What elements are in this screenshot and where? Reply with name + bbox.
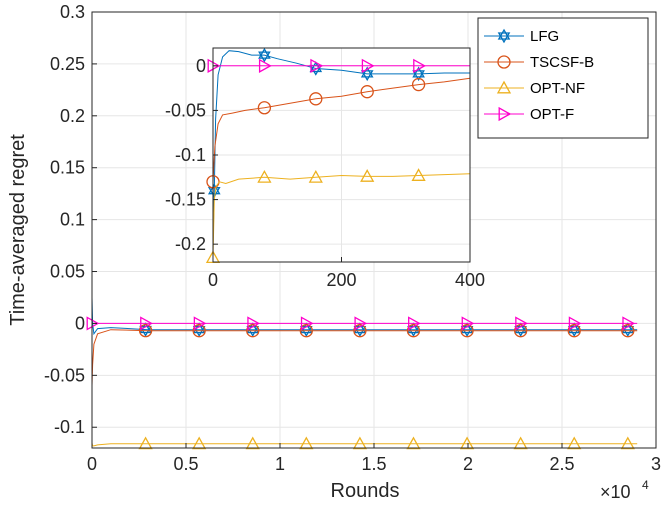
- main-series-opt-f-marker: [568, 316, 582, 331]
- main-y-tick-label: -0.1: [54, 417, 85, 437]
- inset-y-tick-label: -0.15: [165, 190, 206, 210]
- inset-series-tscsf-b-line: [212, 77, 471, 182]
- main-series-opt-f-marker: [408, 316, 421, 331]
- inset-x-tick-label: 200: [326, 270, 356, 290]
- main-y-tick-label: -0.05: [44, 365, 85, 385]
- x-axis-label: Rounds: [331, 480, 400, 502]
- inset-series-opt-nf-marker: [411, 168, 426, 181]
- main-x-tick-label: 0.5: [173, 454, 198, 474]
- main-series-opt-f-marker: [622, 316, 636, 331]
- main-x-tick-label: 0: [87, 454, 97, 474]
- legend-opt-nf-label: OPT-NF: [530, 80, 585, 97]
- legend-opt-f-marker: [498, 106, 512, 122]
- inset-axes: 0 200 400 -0.2 -0.15 -0.1 -0.05 0: [165, 47, 485, 290]
- main-series-opt-f-marker: [140, 316, 153, 331]
- main-ticks: 0 0.5 1 1.5 2 2.5 3 -0.1 -0.05 0 0.05 0.1 0.15 0.2 0.2…: [44, 2, 661, 474]
- inset-series-opt-nf-marker: [257, 169, 272, 183]
- main-series-opt-f-marker: [515, 316, 528, 331]
- main-series-opt-f-marker: [300, 316, 314, 331]
- inset-series-lfg-marker: [258, 47, 271, 63]
- legend: LFG TSCSF-B OPT-NF OPT-F: [477, 17, 649, 139]
- main-series-opt-nf-marker: [567, 436, 582, 450]
- legend-tscsf-b-label: TSCSF-B: [530, 54, 594, 71]
- main-series-tscsf-b-marker: [513, 324, 528, 338]
- main-series-opt-nf-marker: [459, 436, 475, 450]
- main-y-tick-label: 0.15: [50, 158, 85, 178]
- main-series-opt-f-marker: [247, 316, 261, 331]
- main-x-tick-label: 3: [651, 454, 661, 474]
- inset-series-tscsf-b-marker: [360, 85, 374, 99]
- main-x-tick-label: 2.5: [549, 454, 574, 474]
- main-x-tick-label: 2: [463, 454, 473, 474]
- main-series-opt-f-marker: [193, 316, 207, 331]
- y-axis-label: Time-averaged regret: [7, 134, 29, 326]
- inset-series-opt-nf-marker: [360, 169, 375, 182]
- inset-series-opt-f-marker: [413, 58, 426, 73]
- main-series-tscsf-b-marker: [246, 324, 260, 338]
- main-series-opt-nf-marker: [192, 436, 207, 450]
- main-series-opt-nf-line: [91, 442, 638, 447]
- main-series-opt-nf-marker: [245, 436, 260, 450]
- inset-y-tick-label: -0.1: [175, 145, 206, 165]
- main-y-tick-label: 0.3: [60, 2, 85, 22]
- main-series-opt-nf-marker: [620, 436, 635, 450]
- inset-series-opt-f-marker: [258, 58, 272, 73]
- main-series-tscsf-b-marker: [621, 324, 635, 338]
- inset-ticks: 0 200 400 -0.2 -0.15 -0.1 -0.05 0: [165, 56, 485, 290]
- main-series-opt-nf-marker: [513, 436, 528, 450]
- main-x-tick-label: 1: [275, 454, 285, 474]
- main-series-lfg-line: [91, 297, 638, 336]
- main-y-tick-label: 0.25: [50, 54, 85, 74]
- legend-opt-f-label: OPT-F: [530, 106, 574, 123]
- main-y-tick-label: 0: [75, 313, 85, 333]
- inset-y-tick-label: -0.2: [175, 234, 206, 254]
- legend-lfg-marker: [497, 28, 511, 44]
- main-y-tick-label: 0.05: [50, 262, 85, 282]
- main-series-tscsf-b-line: [91, 329, 638, 386]
- main-series-opt-nf-marker: [299, 436, 314, 450]
- main-series-opt-nf-marker: [352, 436, 368, 450]
- main-series-tscsf-b-marker: [353, 324, 367, 338]
- main-series-tscsf-b-marker: [460, 324, 474, 338]
- inset-y-tick-label: 0: [196, 56, 206, 76]
- x-exponent: ×10 4: [600, 478, 649, 502]
- inset-series-tscsf-b-marker: [309, 92, 323, 106]
- main-series-tscsf-b-marker: [406, 324, 421, 338]
- legend-tscsf-b-marker: [497, 55, 511, 69]
- x-exponent-base: ×10: [600, 482, 631, 502]
- inset-series-lfg-marker: [412, 66, 425, 82]
- inset-series-tscsf-b-marker: [257, 101, 272, 115]
- inset-series-opt-nf-marker: [308, 169, 323, 183]
- main-series-opt-nf-marker: [138, 436, 153, 450]
- inset-series-lfg-line: [212, 50, 470, 245]
- inset-series-opt-f-marker: [310, 58, 324, 73]
- inset-series-opt-f-marker: [207, 58, 221, 73]
- main-series-tscsf-b-marker: [567, 324, 581, 338]
- legend-lfg-label: LFG: [530, 28, 559, 45]
- inset-series-lfg-marker: [360, 66, 374, 82]
- x-exponent-power: 4: [642, 478, 649, 492]
- inset-series-tscsf-b-marker: [411, 77, 426, 92]
- inset-x-tick-label: 400: [455, 270, 485, 290]
- main-series-tscsf-b-marker: [192, 324, 206, 338]
- legend-opt-nf-marker: [496, 80, 512, 94]
- main-x-tick-label: 1.5: [361, 454, 386, 474]
- main-series-opt-nf-marker: [406, 436, 421, 450]
- inset-series-opt-nf-line: [212, 173, 471, 258]
- inset-x-tick-label: 0: [208, 270, 218, 290]
- main-series-opt-f-marker: [461, 316, 475, 331]
- main-series-tscsf-b-marker: [138, 323, 153, 338]
- inset-series-opt-f-marker: [361, 58, 375, 73]
- legend-items: LFG TSCSF-B OPT-NF OPT-F: [484, 28, 594, 123]
- main-series-opt-f-marker: [354, 316, 368, 331]
- main-series-opt-f-marker: [86, 316, 100, 331]
- main-series-tscsf-b-marker: [299, 324, 313, 338]
- main-y-tick-label: 0.1: [60, 210, 85, 230]
- main-y-tick-label: 0.2: [60, 106, 85, 126]
- inset-y-tick-label: -0.05: [165, 100, 206, 120]
- main-series: [86, 297, 638, 450]
